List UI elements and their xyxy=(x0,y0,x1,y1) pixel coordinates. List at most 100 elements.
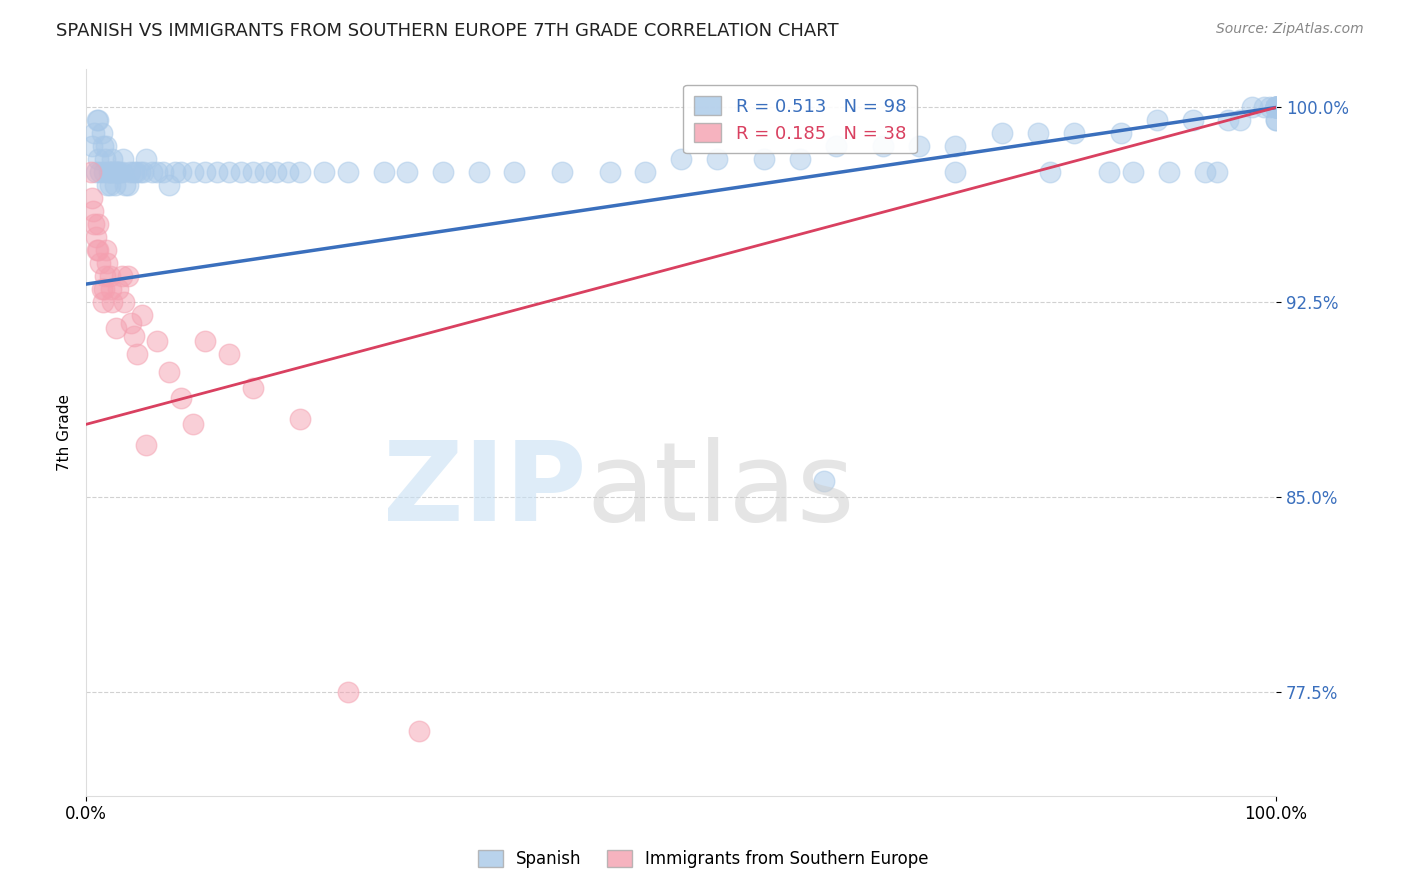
Point xyxy=(87,218,110,232)
Point xyxy=(408,723,430,738)
Point xyxy=(122,329,145,343)
Point xyxy=(1265,100,1288,114)
Point xyxy=(96,244,118,258)
Point xyxy=(229,165,252,179)
Point xyxy=(336,165,359,179)
Point xyxy=(157,178,180,193)
Point xyxy=(122,165,145,179)
Point xyxy=(290,412,312,426)
Point xyxy=(1265,100,1288,114)
Point xyxy=(107,282,129,296)
Point xyxy=(96,178,118,193)
Point xyxy=(104,178,127,193)
Legend: R = 0.513   N = 98, R = 0.185   N = 38: R = 0.513 N = 98, R = 0.185 N = 38 xyxy=(683,85,917,153)
Point xyxy=(146,334,169,349)
Point xyxy=(290,165,312,179)
Point xyxy=(1039,165,1062,179)
Point xyxy=(104,165,127,179)
Point xyxy=(96,139,118,153)
Point xyxy=(218,347,240,361)
Point xyxy=(111,153,134,167)
Point xyxy=(373,165,395,179)
Point xyxy=(908,139,931,153)
Point xyxy=(165,165,187,179)
Point xyxy=(111,165,134,179)
Point xyxy=(1265,100,1288,114)
Point xyxy=(83,127,105,141)
Point xyxy=(266,165,288,179)
Text: SPANISH VS IMMIGRANTS FROM SOUTHERN EUROPE 7TH GRADE CORRELATION CHART: SPANISH VS IMMIGRANTS FROM SOUTHERN EURO… xyxy=(56,22,839,40)
Point xyxy=(1241,100,1264,114)
Point xyxy=(91,139,114,153)
Point xyxy=(83,218,105,232)
Point xyxy=(80,139,103,153)
Point xyxy=(87,244,110,258)
Point xyxy=(87,153,110,167)
Point xyxy=(205,165,228,179)
Point xyxy=(1265,100,1288,114)
Point xyxy=(468,165,491,179)
Point xyxy=(103,165,125,179)
Point xyxy=(157,365,180,379)
Point xyxy=(97,165,120,179)
Point xyxy=(1265,113,1288,128)
Point xyxy=(135,153,157,167)
Point xyxy=(1157,165,1180,179)
Point xyxy=(1229,113,1251,128)
Point xyxy=(943,139,966,153)
Point xyxy=(1265,100,1288,114)
Point xyxy=(135,438,157,452)
Point xyxy=(170,392,193,406)
Point xyxy=(634,165,657,179)
Point xyxy=(194,165,217,179)
Point xyxy=(1265,100,1288,114)
Point xyxy=(80,191,103,205)
Point xyxy=(1111,127,1133,141)
Point xyxy=(277,165,299,179)
Point xyxy=(86,113,108,128)
Point xyxy=(1146,113,1168,128)
Point xyxy=(107,165,129,179)
Point xyxy=(824,139,846,153)
Point xyxy=(181,165,204,179)
Point xyxy=(117,269,139,284)
Point xyxy=(813,475,835,489)
Point xyxy=(127,347,149,361)
Point xyxy=(117,178,139,193)
Legend: Spanish, Immigrants from Southern Europe: Spanish, Immigrants from Southern Europe xyxy=(471,843,935,875)
Point xyxy=(111,269,134,284)
Point xyxy=(94,153,117,167)
Point xyxy=(90,282,112,296)
Point xyxy=(1063,127,1085,141)
Point xyxy=(1265,100,1288,114)
Point xyxy=(312,165,335,179)
Point xyxy=(91,295,114,310)
Point xyxy=(503,165,526,179)
Point xyxy=(90,127,112,141)
Point xyxy=(242,165,264,179)
Point xyxy=(1205,165,1227,179)
Point xyxy=(253,165,276,179)
Y-axis label: 7th Grade: 7th Grade xyxy=(58,393,72,471)
Point xyxy=(84,230,107,244)
Point xyxy=(112,295,135,310)
Text: atlas: atlas xyxy=(586,437,855,544)
Point xyxy=(754,153,776,167)
Point xyxy=(89,256,111,270)
Point xyxy=(84,165,107,179)
Point xyxy=(1265,100,1288,114)
Point xyxy=(125,165,148,179)
Point xyxy=(1122,165,1144,179)
Point xyxy=(96,256,118,270)
Point xyxy=(114,178,136,193)
Point xyxy=(789,153,811,167)
Point xyxy=(86,244,108,258)
Text: Source: ZipAtlas.com: Source: ZipAtlas.com xyxy=(1216,22,1364,37)
Point xyxy=(1218,113,1240,128)
Point xyxy=(98,165,121,179)
Point xyxy=(100,165,122,179)
Point xyxy=(1181,113,1204,128)
Point xyxy=(104,321,127,335)
Point xyxy=(87,113,110,128)
Point xyxy=(991,127,1014,141)
